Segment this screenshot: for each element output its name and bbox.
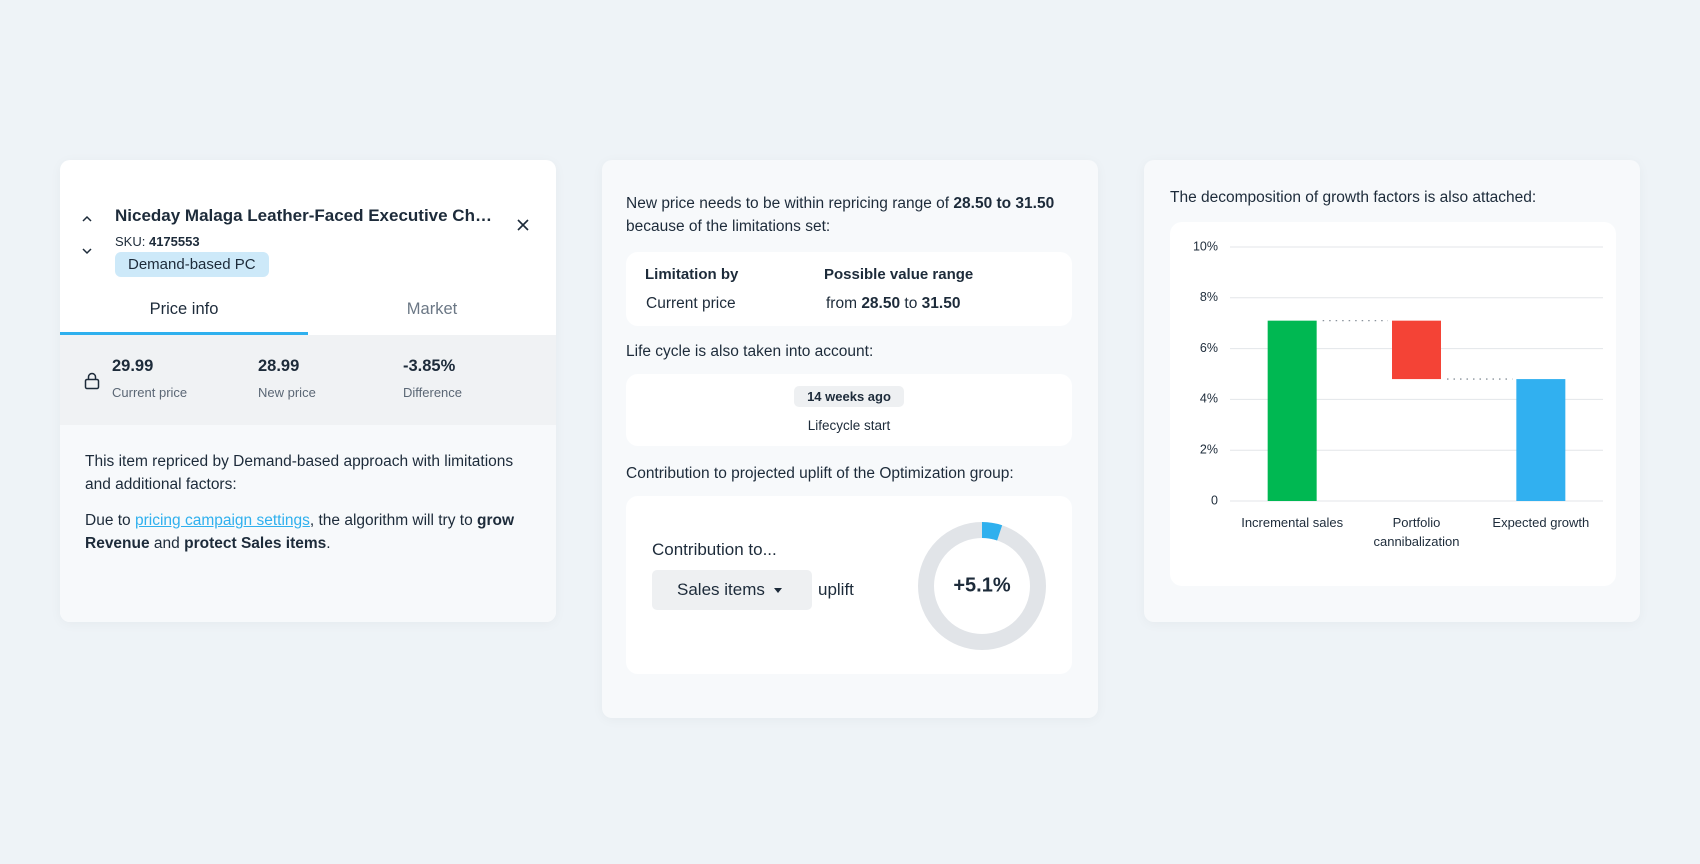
table-header: Possible value range bbox=[824, 266, 974, 283]
text: . bbox=[326, 535, 331, 552]
lifecycle-label: Lifecycle start bbox=[807, 418, 891, 433]
table-header: Limitation by bbox=[645, 266, 739, 283]
suffix: uplift bbox=[818, 580, 854, 599]
bar bbox=[1392, 320, 1441, 380]
metric-value: 29.99 bbox=[112, 357, 154, 375]
contribution-label: Contribution to... bbox=[652, 540, 777, 559]
bold-text: 31.50 bbox=[921, 295, 961, 312]
donut: +5.1% bbox=[918, 522, 1046, 650]
bold-text: grow Revenue bbox=[85, 512, 515, 552]
donut-arc bbox=[918, 522, 1046, 650]
tab[interactable]: Price info bbox=[149, 300, 219, 318]
badge: Demand-based PC bbox=[115, 252, 269, 277]
x-tick-label: Expected growth bbox=[1492, 515, 1590, 530]
sku-value: 4175553 bbox=[148, 234, 200, 249]
bold-text: protect Sales items bbox=[184, 535, 327, 552]
badge-wrap: 14 weeks ago bbox=[626, 386, 1072, 407]
description: This item repriced by Demand-based appro… bbox=[85, 453, 514, 493]
lifecycle-badge: 14 weeks ago bbox=[794, 386, 904, 407]
description-area: This item repriced by Demand-based appro… bbox=[60, 425, 556, 622]
metric-value: 28.99 bbox=[258, 357, 300, 375]
growth-panel: The decomposition of growth factors is a… bbox=[1144, 160, 1640, 622]
table-cell: Current price bbox=[646, 295, 736, 312]
text: from bbox=[826, 295, 862, 312]
close-button[interactable] bbox=[516, 218, 530, 232]
lock-icon bbox=[84, 372, 100, 390]
limits-panel: New price needs to be within repricing r… bbox=[602, 160, 1098, 718]
text: Due to bbox=[85, 512, 135, 529]
text: and bbox=[149, 535, 185, 552]
tab[interactable]: Market bbox=[406, 300, 458, 318]
tab-indicator bbox=[60, 332, 308, 335]
metric-value: -3.85% bbox=[403, 357, 456, 375]
limits-table: Limitation by Possible value range Curre… bbox=[626, 252, 1072, 326]
y-tick-label: 10% bbox=[1193, 239, 1218, 253]
bold-text: 28.50 to 31.50 bbox=[953, 195, 1055, 212]
sku-label: SKU: bbox=[115, 234, 146, 249]
bar bbox=[1267, 320, 1317, 501]
caret bbox=[774, 588, 782, 593]
metrics-band: 29.99 Current price 28.99 New price -3.8… bbox=[60, 335, 556, 425]
text: to bbox=[900, 295, 922, 312]
dropdown-value: Sales items bbox=[677, 580, 765, 599]
intro: New price needs to be within repricing r… bbox=[626, 192, 1076, 238]
chart-card: 0 2% 4% 6% 8% 10% Incremental sales Portfolio … bbox=[1170, 222, 1616, 586]
lifecycle-card: 14 weeks ago Lifecycle start bbox=[626, 374, 1072, 446]
y-tick-label: 4% bbox=[1200, 392, 1218, 406]
bold-text: 28.50 bbox=[861, 295, 901, 312]
link[interactable]: pricing campaign settings bbox=[134, 512, 310, 529]
x-tick-label: Incremental sales bbox=[1241, 515, 1344, 530]
nav-arrows bbox=[82, 215, 92, 255]
metric-label: New price bbox=[258, 385, 316, 400]
contribution-intro: Contribution to projected uplift of the … bbox=[626, 465, 1014, 482]
y-tick-label: 2% bbox=[1200, 442, 1218, 456]
donut-label: +5.1% bbox=[953, 574, 1010, 596]
sku: SKU: 4175553 bbox=[115, 234, 200, 249]
y-tick-label: 8% bbox=[1200, 290, 1218, 304]
y-tick-label: 6% bbox=[1200, 341, 1218, 355]
lifecycle-intro: Life cycle is also taken into account: bbox=[626, 343, 874, 360]
dropdown[interactable]: Sales items bbox=[652, 570, 812, 610]
text: , the algorithm will try to bbox=[309, 512, 477, 529]
text: New price needs to be within repricing r… bbox=[626, 195, 954, 212]
table-cell: from 28.50 to 31.50 bbox=[826, 295, 960, 313]
intro: The decomposition of growth factors is a… bbox=[1170, 189, 1537, 206]
contribution-card: Contribution to... Sales items uplift +5… bbox=[626, 496, 1072, 674]
metric-label: Current price bbox=[112, 385, 188, 400]
bar bbox=[1516, 379, 1566, 501]
product-panel: Niceday Malaga Leather-Faced Executive C… bbox=[60, 160, 556, 622]
waterfall-chart: 0 2% 4% 6% 8% 10% bbox=[1193, 239, 1603, 507]
metric-label: Difference bbox=[403, 385, 463, 400]
text: because of the limitations set: bbox=[626, 218, 831, 235]
product-title: Niceday Malaga Leather-Faced Executive C… bbox=[115, 206, 492, 225]
y-tick-label: 0 bbox=[1211, 493, 1218, 507]
x-tick-label: Portfolio cannibalization bbox=[1373, 515, 1460, 549]
note: Due to pricing campaign settings, the al… bbox=[85, 509, 525, 555]
